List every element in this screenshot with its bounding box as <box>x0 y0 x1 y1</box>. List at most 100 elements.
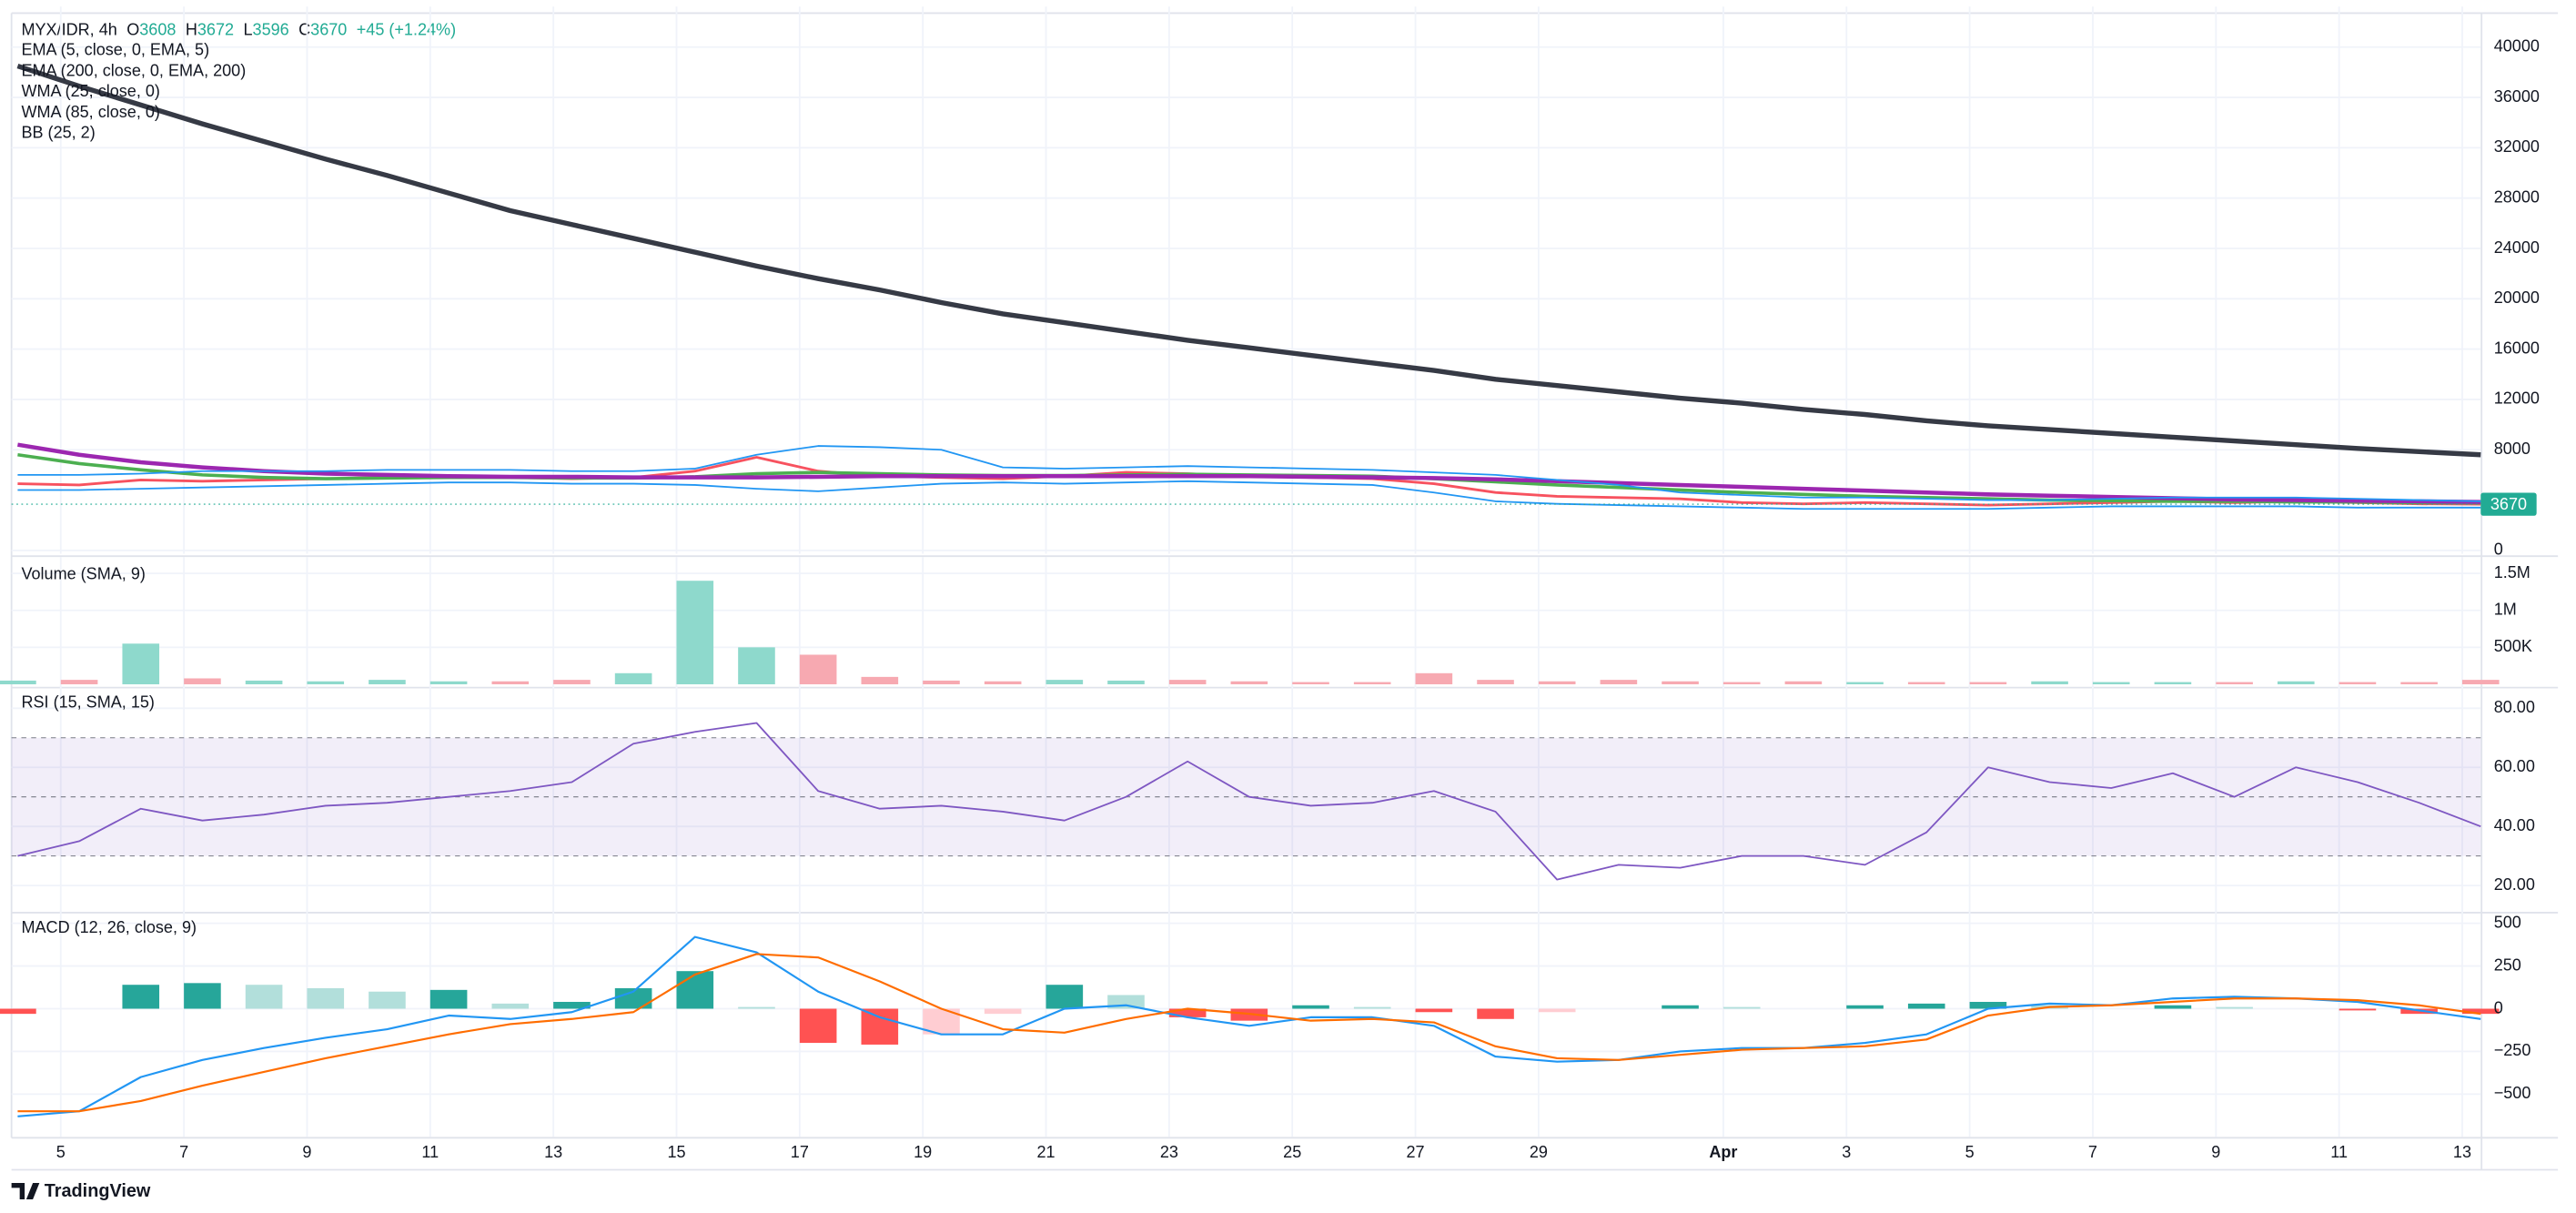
volume-bar <box>2031 681 2068 684</box>
y-tick-label: 12000 <box>2494 389 2540 408</box>
volume-bar <box>1230 681 1268 684</box>
histogram-bar <box>2339 1008 2377 1011</box>
x-tick-label: 11 <box>2330 1143 2348 1161</box>
volume-bar <box>1477 680 1514 684</box>
y-tick-label: 60.00 <box>2494 757 2535 775</box>
pane-separators <box>10 12 2559 1171</box>
volume-bar <box>861 676 899 684</box>
histogram-bar <box>1969 1001 2007 1009</box>
histogram-bar <box>122 985 160 1009</box>
volume-bar <box>799 654 837 684</box>
series-line <box>17 445 2481 502</box>
y-tick-label: 24000 <box>2494 238 2540 257</box>
pane-title: MACD (12, 26, close, 9) <box>21 918 197 936</box>
x-tick-label: 19 <box>914 1143 932 1161</box>
volume-bar <box>60 680 98 684</box>
legend-entry: WMA (25, close, 0) <box>21 82 159 100</box>
ohlc-label: C <box>298 20 310 38</box>
volume-bar <box>307 681 345 684</box>
y-tick-label: 0 <box>2494 541 2503 559</box>
volume-bar <box>614 672 652 684</box>
volume-bar <box>2400 682 2438 684</box>
change: +45 (+1.24%) <box>357 20 456 38</box>
y-tick-label: 80.00 <box>2494 698 2535 716</box>
histogram-bar <box>1292 1005 1329 1009</box>
volume-bar <box>2277 681 2315 684</box>
volume-bar <box>491 681 530 684</box>
legend-entry: WMA (85, close, 0) <box>21 103 159 121</box>
x-tick-label: 15 <box>667 1143 685 1161</box>
x-tick-label: 13 <box>2453 1143 2471 1161</box>
histogram-bar <box>1846 1005 1884 1009</box>
histogram-bar <box>184 983 221 1009</box>
volume-bar <box>1415 672 1453 684</box>
histogram-bar <box>1415 1008 1453 1013</box>
volume-bar <box>1538 681 1576 684</box>
volume-bar <box>184 678 221 684</box>
volume-bar <box>1907 682 1945 684</box>
volume-bar <box>2216 682 2253 684</box>
plots <box>0 63 2500 1117</box>
ohlc-label: H <box>186 20 197 38</box>
y-tick-label: 40000 <box>2494 37 2540 56</box>
volume-bar <box>2461 680 2500 684</box>
y-tick-label: 28000 <box>2494 187 2540 206</box>
ohlc-label: L <box>243 20 252 38</box>
histogram-bar <box>2216 1006 2253 1009</box>
pane-title: RSI (15, SMA, 15) <box>21 693 154 712</box>
x-tick-label: 27 <box>1407 1143 1425 1161</box>
histogram-bar <box>1722 1006 1761 1009</box>
volume-bar <box>1722 682 1761 684</box>
y-tick-label: 20000 <box>2494 288 2540 307</box>
y-tick-label: −250 <box>2494 1041 2531 1059</box>
x-tick-label: 9 <box>2211 1143 2220 1161</box>
volume-bar <box>1107 680 1145 684</box>
histogram-bar <box>2461 1008 2500 1015</box>
histogram-bar <box>0 1008 36 1015</box>
volume-bar <box>429 681 468 684</box>
histogram-bar <box>245 985 283 1009</box>
volume-bar <box>1662 681 1699 684</box>
y-tick-label: 500 <box>2494 913 2521 931</box>
series-line <box>17 722 2481 881</box>
series-line <box>17 953 2481 1113</box>
volume-bar <box>369 680 406 684</box>
x-tick-label: 3 <box>1842 1143 1851 1161</box>
volume-bar <box>2154 682 2192 684</box>
last-price-box <box>2480 492 2537 516</box>
volume-bar <box>553 680 591 684</box>
volume-bar <box>122 643 160 684</box>
histogram-bar <box>2154 1005 2192 1009</box>
volume-bar <box>1846 682 1884 684</box>
ohlc-value: 3608 <box>139 20 176 38</box>
series-line <box>17 480 2481 510</box>
legend-entry: EMA (5, close, 0, EMA, 5) <box>21 41 209 59</box>
volume-bar <box>738 647 775 684</box>
legend-entry: BB (25, 2) <box>21 124 95 142</box>
y-tick-label: 8000 <box>2494 440 2531 458</box>
x-tick-label: 29 <box>1530 1143 1548 1161</box>
series-line <box>17 935 2481 1117</box>
volume-bar <box>1168 680 1207 684</box>
histogram-bar <box>1662 1005 1699 1009</box>
series-line <box>16 63 2481 458</box>
histogram-bar <box>984 1008 1022 1015</box>
y-tick-label: 1.5M <box>2494 563 2531 581</box>
volume-bar <box>1292 682 1329 684</box>
volume-bar <box>2092 682 2130 684</box>
histogram-bar <box>1168 1008 1207 1017</box>
series-line <box>17 442 2481 504</box>
y-tick-label: 1M <box>2494 600 2517 618</box>
histogram-bar <box>369 991 406 1009</box>
volume-bar <box>676 581 714 684</box>
x-tick-label: Apr <box>1709 1143 1737 1161</box>
histogram-bar <box>1046 985 1084 1009</box>
y-tick-label: 250 <box>2494 955 2521 974</box>
x-tick-label: 11 <box>421 1143 439 1161</box>
histogram-bar <box>676 971 714 1009</box>
ohlc-label: O <box>126 20 139 38</box>
histogram-bar <box>799 1008 837 1044</box>
last-price-label: 3670 <box>2490 495 2527 513</box>
